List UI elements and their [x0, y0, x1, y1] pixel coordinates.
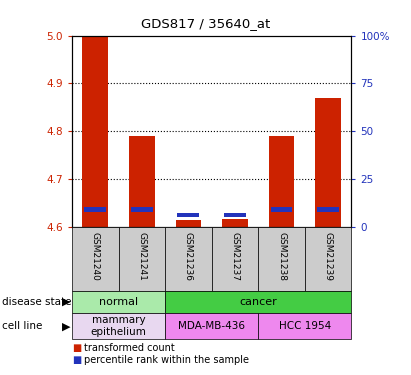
- Text: ▶: ▶: [62, 297, 71, 307]
- Text: GSM21238: GSM21238: [277, 232, 286, 281]
- Bar: [165, 291, 351, 313]
- Text: GSM21237: GSM21237: [231, 232, 240, 281]
- Bar: [131, 207, 152, 212]
- Text: ▶: ▶: [62, 321, 71, 331]
- Bar: [212, 227, 258, 291]
- Bar: [317, 207, 339, 212]
- Bar: [72, 227, 118, 291]
- Bar: [269, 136, 294, 227]
- Bar: [224, 213, 246, 217]
- Bar: [305, 227, 351, 291]
- Bar: [129, 136, 155, 227]
- Text: cell line: cell line: [2, 321, 42, 331]
- Text: GSM21240: GSM21240: [91, 232, 100, 281]
- Bar: [258, 313, 351, 339]
- Bar: [178, 213, 199, 217]
- Bar: [175, 220, 201, 227]
- Text: disease state: disease state: [2, 297, 72, 307]
- Bar: [118, 227, 165, 291]
- Bar: [84, 207, 106, 212]
- Bar: [165, 227, 212, 291]
- Bar: [72, 291, 165, 313]
- Text: ■: ■: [72, 343, 81, 353]
- Text: normal: normal: [99, 297, 138, 307]
- Text: ■: ■: [72, 355, 81, 365]
- Bar: [72, 313, 165, 339]
- Bar: [315, 98, 341, 227]
- Text: cancer: cancer: [239, 297, 277, 307]
- Bar: [165, 313, 258, 339]
- Text: percentile rank within the sample: percentile rank within the sample: [84, 355, 249, 365]
- Text: mammary
epithelium: mammary epithelium: [90, 315, 146, 337]
- Text: GSM21236: GSM21236: [184, 232, 193, 281]
- Text: MDA-MB-436: MDA-MB-436: [178, 321, 245, 331]
- Text: transformed count: transformed count: [84, 343, 175, 353]
- Text: GDS817 / 35640_at: GDS817 / 35640_at: [141, 17, 270, 30]
- Bar: [258, 227, 305, 291]
- Bar: [222, 219, 248, 227]
- Text: GSM21241: GSM21241: [137, 232, 146, 281]
- Bar: [271, 207, 292, 212]
- Text: HCC 1954: HCC 1954: [279, 321, 331, 331]
- Text: GSM21239: GSM21239: [323, 232, 332, 281]
- Bar: [82, 36, 108, 227]
